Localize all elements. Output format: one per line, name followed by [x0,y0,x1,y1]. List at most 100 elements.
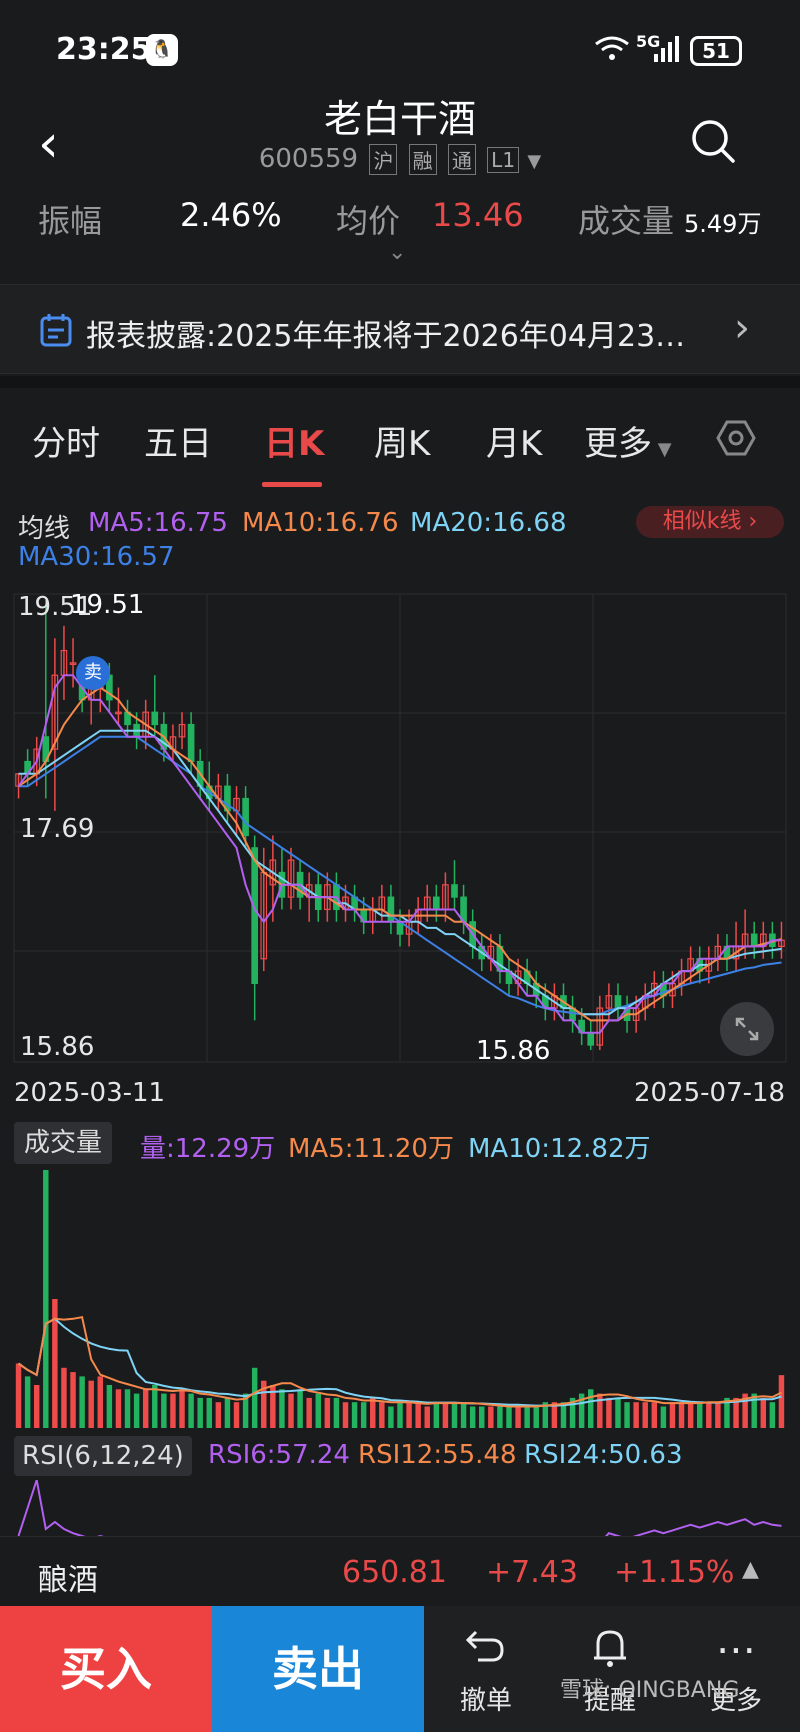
volume-ma10-legend: MA10:12.82万 [468,1134,651,1164]
price-low-marker: 15.86 [476,1036,551,1066]
report-notice-banner[interactable]: 报表披露:2025年年报将于2026年04月23… › [0,284,800,374]
sell-button[interactable]: 卖出 [212,1606,424,1732]
candle-body [433,896,440,911]
volume-bar [588,1389,594,1428]
date-end-label: 2025-07-18 [634,1078,786,1108]
avg-price-value: 13.46 [432,196,524,234]
status-time: 23:25 [56,32,152,67]
more-button[interactable]: ⋯ 更多 [686,1626,786,1717]
volume-label: 成交量 [578,202,675,240]
price-high-marker: 19.51 [70,590,145,620]
volume-bar [569,1397,576,1428]
fullscreen-icon[interactable] [720,1002,774,1056]
ma-legend-title: 均线 [18,514,71,544]
sector-ticker[interactable]: 酿酒 650.81 +7.43 +1.15% ▲ [0,1536,800,1606]
volume-bar [52,1299,58,1428]
cancel-order-label: 撤单 [459,1686,512,1716]
price-mid-axis-label: 17.69 [20,814,95,844]
price-high-axis-label: 19.51 [18,592,93,622]
volume-bar [424,1406,430,1428]
volume-bar [233,1402,240,1428]
period-tabs: 分时 五日 日K 周K 月K 更多 ▼ [0,390,800,490]
volume-value: 5.49万 [684,210,762,238]
volume-bar [133,1393,140,1428]
volume-bar [379,1402,385,1428]
tab-daily-k[interactable]: 日K [264,424,325,464]
volume-bar [406,1402,412,1428]
avg-price-label: 均价 [336,202,401,240]
volume-bar [696,1402,703,1428]
volume-bar [15,1363,22,1428]
volume-bar [724,1397,730,1428]
candle-body [451,884,458,898]
candle-body [242,797,249,837]
volume-bar [415,1402,421,1428]
tab-five-day[interactable]: 五日 [144,424,212,464]
candle-body [251,847,259,985]
volume-bar [624,1402,630,1428]
dropdown-icon: ▼ [652,439,672,460]
tab-intraday[interactable]: 分时 [32,424,100,464]
remind-button[interactable]: 提醒 [560,1626,660,1717]
rsi-indicator-selector[interactable]: RSI(6,12,24) [14,1436,192,1476]
bottom-action-bar: 买入 卖出 撤单 提醒 ⋯ 更多 雪球: QINGBANG [0,1606,800,1732]
volume-bar [142,1389,149,1428]
back-button[interactable]: ‹ [38,114,59,174]
volume-bar [742,1393,748,1428]
volume-bar [497,1406,503,1428]
expand-metrics-icon[interactable]: ⌄ [388,240,407,265]
volume-bar [451,1402,458,1428]
volume-bar [351,1402,358,1428]
cancel-order-button[interactable]: 撤单 [436,1626,536,1717]
volume-bar [206,1397,212,1428]
volume-indicator-selector[interactable]: 成交量 [14,1122,113,1164]
tab-more[interactable]: 更多 ▼ [584,416,672,465]
code-dropdown-icon[interactable]: ▼ [527,151,542,172]
tag-tong: 通 [447,144,476,175]
buy-button[interactable]: 买入 [0,1606,212,1732]
volume-ma5-legend: MA5:11.20万 [288,1134,454,1164]
undo-icon [436,1626,536,1674]
sector-index: 650.81 [342,1555,447,1590]
ma20-legend: MA20:16.68 [410,508,567,538]
sector-pct: +1.15% [614,1555,735,1590]
chart-settings-icon[interactable] [716,418,756,458]
volume-bar [188,1393,194,1428]
volume-bar [551,1402,558,1428]
volume-bar [242,1393,249,1428]
volume-bar [751,1393,757,1428]
volume-bar [479,1406,485,1428]
tag-l1: L1 [487,146,520,173]
volume-bar [43,1170,49,1428]
search-icon[interactable] [690,118,736,164]
volume-bar [261,1380,267,1428]
candlestick-chart[interactable] [0,590,800,1066]
volume-bar [687,1402,694,1428]
rsi12-legend: RSI12:55.48 [358,1440,517,1470]
candle-body [750,933,758,948]
volume-bar [442,1402,449,1428]
sell-signal-marker[interactable]: 卖 [76,656,110,690]
tab-weekly-k[interactable]: 周K [374,424,431,464]
candle-body [596,1007,604,1046]
tag-rong: 融 [408,144,437,175]
network-type: 5G [636,32,661,51]
stock-code-row[interactable]: 600559 沪 融 通 L1 ▼ [0,144,800,175]
volume-bars [15,1170,785,1428]
volume-bar [24,1376,31,1428]
volume-bar [79,1376,85,1428]
tab-monthly-k[interactable]: 月K [486,424,543,464]
volume-bar [678,1402,685,1428]
ma10-legend: MA10:16.76 [242,508,399,538]
volume-bar [715,1402,721,1428]
ma30-legend: MA30:16.57 [18,542,175,572]
volume-bar [215,1402,222,1428]
volume-bar [97,1376,104,1428]
similar-k-button[interactable]: 相似k线 › [636,506,784,538]
rsi6-legend: RSI6:57.24 [208,1440,350,1470]
candle-body [287,859,295,898]
volume-bar [597,1393,603,1428]
tag-hu: 沪 [369,144,398,175]
volume-bar [306,1397,312,1428]
volume-ma5-line [17,1315,782,1408]
